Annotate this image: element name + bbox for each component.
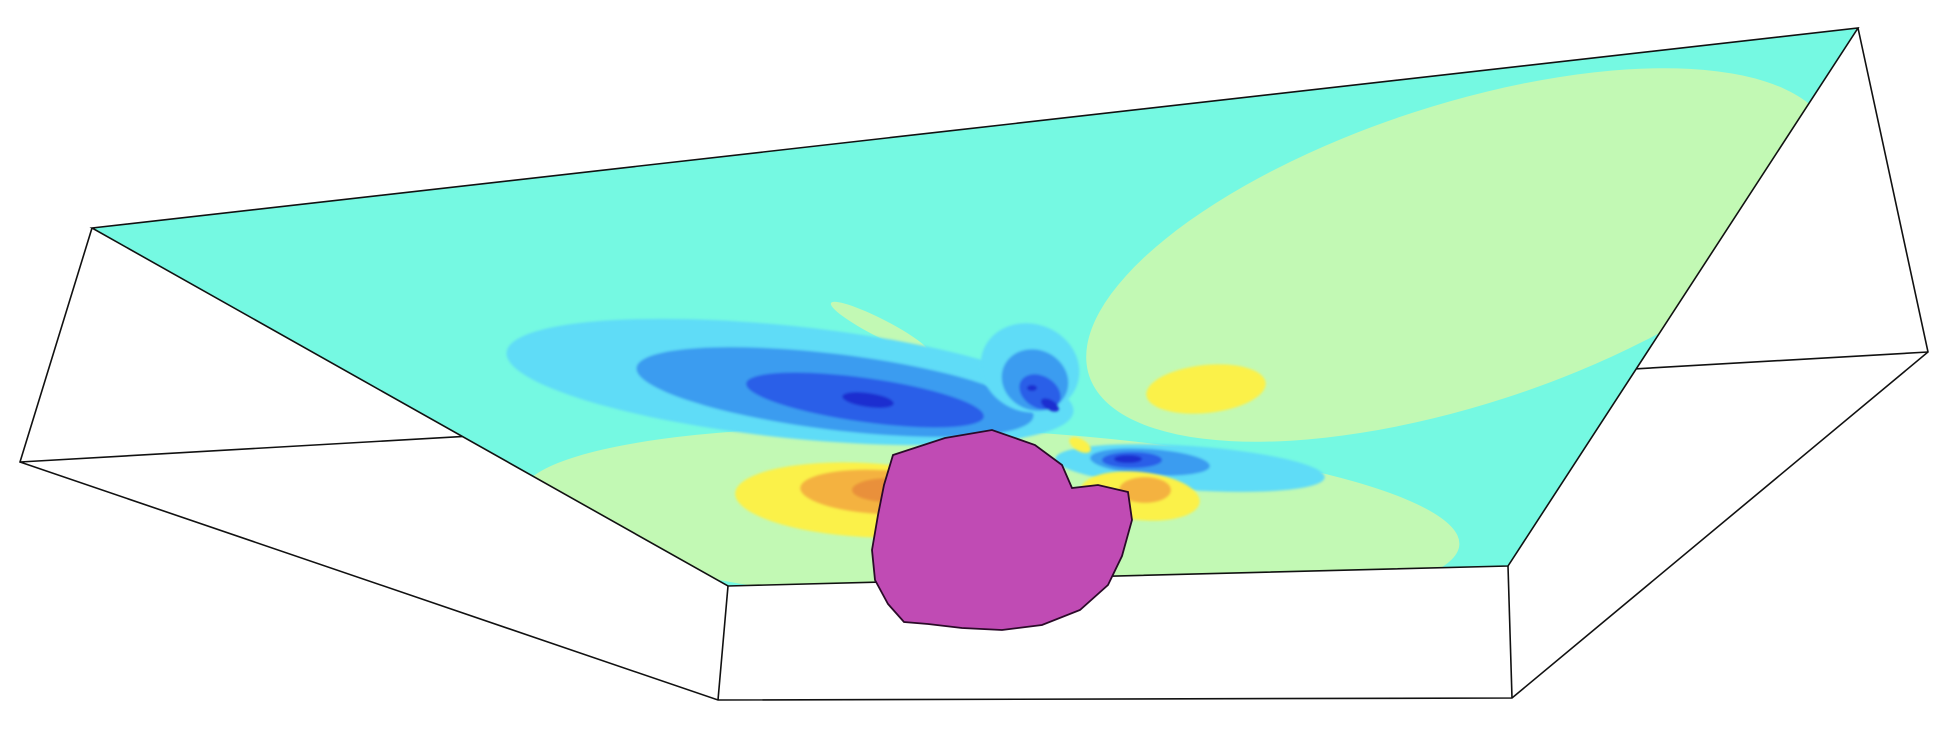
mesh-triangle [872,627,876,630]
mesh-triangle [939,627,954,630]
mesh-triangle [874,627,889,630]
mesh-triangle [1088,614,1104,630]
mesh-triangle [1135,576,1148,589]
mesh-triangle [1108,627,1123,630]
far-green-lobe [1086,68,1834,442]
bounding-box-front-edges [19,27,1929,701]
mesh-triangle [965,627,980,630]
mesh-triangle [913,627,928,630]
mesh-triangle [1082,627,1097,630]
mesh-triangle [1121,627,1132,630]
mesh-triangle [1121,601,1132,617]
mesh-triangle [1121,575,1132,591]
mesh-triangle [1062,614,1078,630]
mesh-triangle [926,627,941,630]
warm-contour-lobe-right-upper [1146,364,1266,414]
contour-plane [89,27,1860,587]
mesh-triangle [1101,614,1117,630]
mesh-triangle [1075,614,1091,630]
mesh-triangle [887,627,902,630]
mesh-triangle [1030,627,1045,630]
mesh-triangle [1114,614,1130,630]
mesh-triangle [1135,602,1148,615]
blue-contour-lobe-left [506,318,1074,446]
mesh-triangle [1069,627,1084,630]
mesh-triangle [880,614,896,630]
mesh-triangle [1017,627,1032,630]
mesh-triangle [872,588,883,604]
mesh-triangle [1142,615,1155,628]
mesh-triangle [1095,627,1110,630]
mesh-triangle [1101,588,1117,604]
mesh-triangle [874,601,889,617]
small-green-streak [830,301,930,355]
mesh-triangle [1127,614,1132,630]
mesh-triangle [1127,588,1132,604]
mesh-triangle [1135,628,1148,641]
mesh-triangle [1108,601,1123,617]
mesh-triangle [900,627,915,630]
mesh-triangle [872,601,876,617]
blue-contour-lobe-upper [980,323,1080,413]
mesh-triangle [1142,589,1155,602]
mesh-triangle [1043,627,1058,630]
mesh-triangle [872,614,883,630]
mesh-triangle [1114,588,1130,604]
mesh-triangle [952,627,967,630]
mesh-triangle [1056,627,1071,630]
mesh-triangle [1095,601,1110,617]
